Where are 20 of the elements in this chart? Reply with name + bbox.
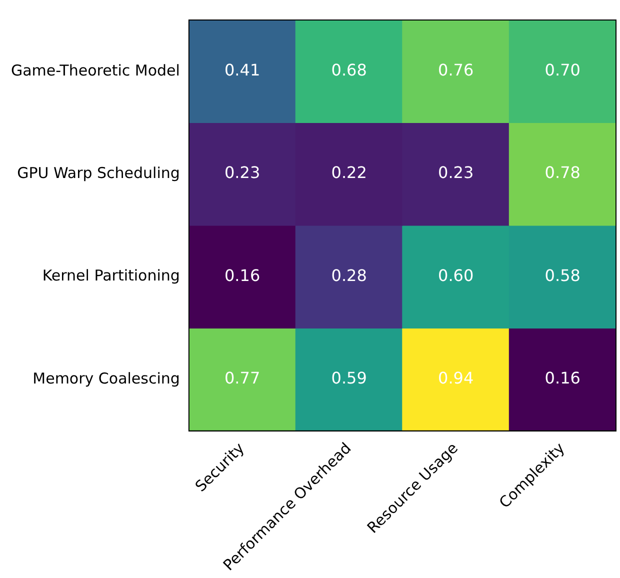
data-label: 0.76 bbox=[438, 60, 474, 80]
y-tick-label: GPU Warp Scheduling bbox=[17, 164, 180, 182]
data-label: 0.23 bbox=[438, 163, 474, 182]
data-label: 0.77 bbox=[224, 368, 260, 388]
y-tick-label: Game-Theoretic Model bbox=[10, 61, 180, 80]
data-label: 0.68 bbox=[331, 60, 367, 80]
data-label: 0.16 bbox=[224, 266, 260, 285]
data-label: 0.70 bbox=[544, 60, 580, 80]
y-tick-label: Kernel Partitioning bbox=[42, 266, 180, 285]
data-label: 0.60 bbox=[438, 266, 474, 285]
data-label: 0.41 bbox=[224, 60, 260, 80]
data-label: 0.16 bbox=[544, 368, 580, 388]
data-label: 0.22 bbox=[331, 163, 367, 182]
data-label: 0.58 bbox=[544, 266, 580, 285]
y-tick-label: Memory Coalescing bbox=[32, 369, 180, 388]
data-label: 0.94 bbox=[438, 368, 474, 388]
data-label: 0.23 bbox=[224, 163, 260, 182]
data-label: 0.28 bbox=[331, 266, 367, 285]
data-label: 0.78 bbox=[544, 163, 580, 182]
data-label: 0.59 bbox=[331, 368, 367, 388]
